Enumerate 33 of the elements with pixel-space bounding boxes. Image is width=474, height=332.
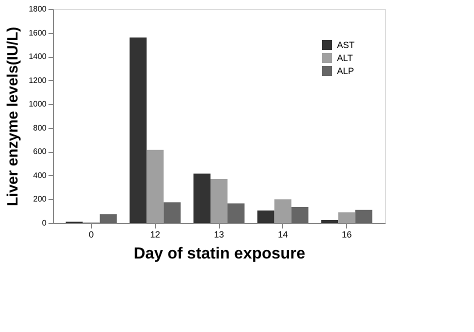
- bar: [338, 212, 356, 223]
- x-tick-label: 0: [88, 230, 94, 240]
- y-tick-label: 400: [33, 170, 48, 180]
- y-tick-label: 0: [42, 218, 48, 228]
- x-tick-label: 14: [278, 230, 288, 240]
- y-tick-label: 1200: [28, 76, 48, 85]
- bar: [321, 220, 338, 223]
- y-tick-label: 1400: [28, 52, 48, 62]
- bar: [274, 199, 292, 223]
- bar: [164, 202, 181, 223]
- bar: [355, 210, 372, 223]
- bar: [146, 150, 164, 223]
- x-tick-label: 16: [342, 230, 352, 240]
- x-tick-label: 12: [150, 230, 160, 240]
- bar: [193, 174, 210, 223]
- y-tick-label: 1000: [28, 100, 48, 109]
- legend-label: AST: [337, 40, 356, 50]
- x-axis-title: Day of statin exposure: [134, 246, 306, 262]
- legend-label: ALT: [337, 53, 354, 63]
- bar: [100, 214, 117, 223]
- y-tick-label: 600: [33, 147, 48, 156]
- y-tick-label: 1800: [28, 4, 48, 14]
- bar: [210, 179, 228, 223]
- x-tick-label: 13: [214, 230, 224, 240]
- y-tick-label: 200: [33, 194, 48, 204]
- legend-label: ALP: [337, 66, 354, 76]
- bar: [257, 210, 274, 223]
- y-tick-label: 1600: [28, 28, 48, 38]
- bar: [130, 38, 147, 223]
- y-tick-label: 800: [33, 123, 48, 132]
- bar: [291, 206, 308, 223]
- y-axis-title: Liver enzyme levels(IU/L): [4, 26, 22, 206]
- bar: [228, 203, 245, 223]
